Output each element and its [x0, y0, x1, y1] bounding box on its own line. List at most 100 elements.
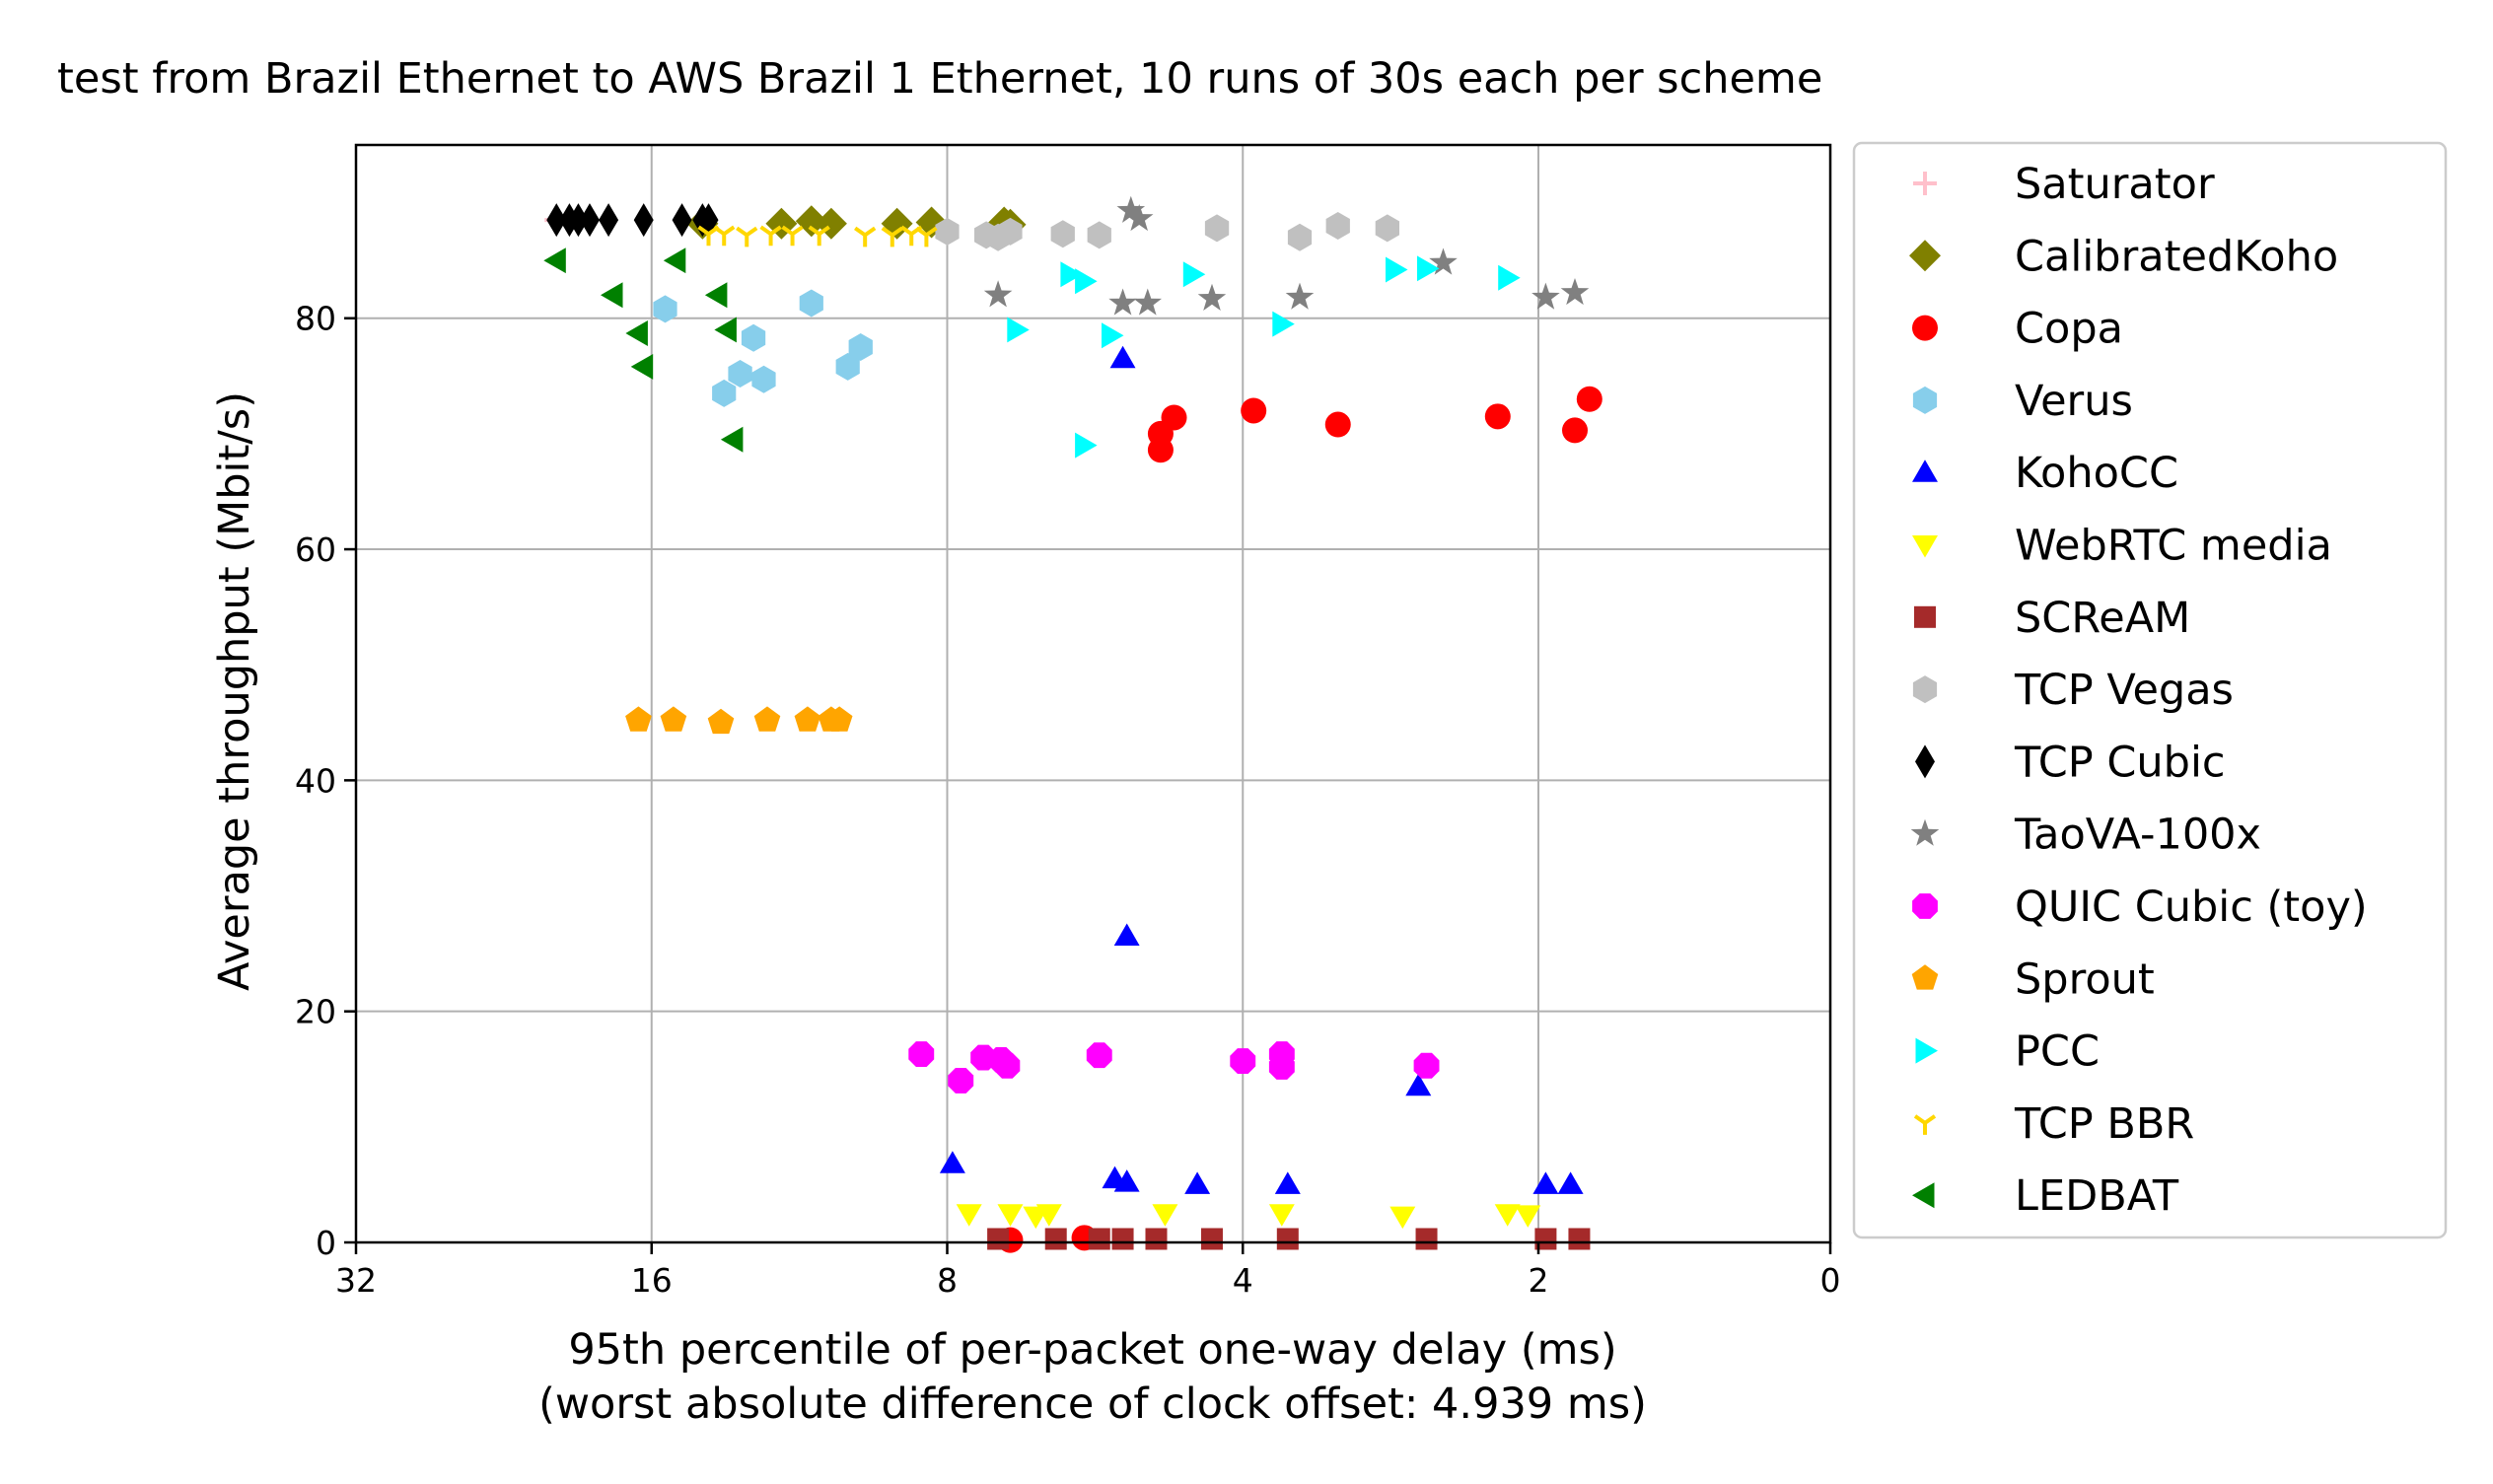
legend-frame [1852, 141, 2448, 1239]
data-point [1075, 432, 1098, 459]
data-point [1050, 220, 1075, 248]
data-point [1429, 247, 1458, 275]
legend-label: TaoVA-100x [2014, 811, 2261, 860]
legend-marker [1910, 818, 1940, 846]
data-point [983, 280, 1013, 308]
data-point [1494, 1204, 1521, 1227]
plot-area-frame [354, 143, 1832, 1244]
data-point [997, 1204, 1024, 1227]
legend-label: Sprout [2015, 954, 2155, 1004]
data-point [1324, 411, 1351, 438]
legend-item: Saturator [1913, 160, 2215, 209]
series-quic-cubic-toy- [908, 1041, 1440, 1094]
data-point [728, 360, 752, 388]
data-point [759, 225, 782, 247]
legend-marker [1914, 605, 1936, 628]
data-point [660, 706, 687, 732]
data-point [599, 203, 619, 238]
data-point [1133, 288, 1162, 316]
data-point [1415, 1228, 1438, 1250]
data-point [1102, 322, 1124, 349]
data-point [1088, 1228, 1110, 1250]
data-point [998, 217, 1023, 246]
data-point [753, 706, 781, 732]
data-point [1145, 1228, 1168, 1250]
data-point [1204, 214, 1230, 243]
legend-label: TCP BBR [2014, 1099, 2194, 1149]
data-point [1276, 1228, 1299, 1250]
legend-item: Sprout [1911, 954, 2155, 1004]
legend-item: WebRTC media [1912, 522, 2332, 571]
legend-marker [1909, 240, 1941, 272]
legend-label: CalibratedKoho [2015, 232, 2338, 281]
data-point [1113, 1169, 1140, 1192]
data-point [1405, 1073, 1432, 1096]
data-point [1060, 261, 1083, 288]
series-copa [997, 386, 1603, 1253]
series-pcc [1007, 255, 1521, 459]
data-point [714, 317, 737, 343]
x-tick-label: 8 [937, 1261, 958, 1300]
legend-label: Verus [2015, 377, 2133, 426]
legend-item: TaoVA-100x [1910, 811, 2261, 860]
data-point [1108, 288, 1137, 316]
data-point [835, 352, 860, 381]
series-verus [653, 289, 873, 407]
data-point [781, 225, 804, 247]
data-point [1241, 397, 1267, 424]
legend-marker [1915, 744, 1935, 779]
legend-marker [1913, 172, 1937, 195]
data-point [1182, 261, 1206, 288]
data-point [1568, 1228, 1591, 1250]
data-point [994, 1052, 1021, 1079]
data-point [543, 247, 566, 274]
legend-marker [1912, 535, 1938, 558]
data-point [1386, 256, 1408, 283]
data-point [1111, 1228, 1134, 1250]
data-point [1375, 214, 1399, 243]
data-point [1197, 283, 1227, 311]
series-sprout [625, 706, 853, 735]
data-point [713, 225, 736, 247]
legend-marker [1911, 964, 1939, 990]
legend-item: LEDBAT [1912, 1171, 2179, 1221]
data-point [1268, 1204, 1295, 1227]
data-point [546, 203, 567, 238]
data-point [1576, 386, 1603, 412]
data-point [1417, 255, 1440, 282]
data-point [1147, 437, 1174, 463]
x-tick-label: 4 [1233, 1261, 1253, 1300]
data-point [939, 1151, 965, 1173]
x-tick-label: 32 [335, 1261, 377, 1300]
data-point [707, 708, 735, 735]
data-point [653, 295, 677, 323]
x-tick-label: 2 [1529, 1261, 1549, 1300]
data-point [1560, 278, 1590, 306]
data-point [1285, 282, 1315, 310]
data-point [1152, 1204, 1178, 1227]
series-tcp-bbr [697, 225, 938, 247]
legend-label: KohoCC [2015, 449, 2178, 498]
data-points [543, 195, 1603, 1253]
legend-label: QUIC Cubic (toy) [2015, 883, 2368, 932]
y-tick-label: 80 [295, 300, 336, 338]
legend-marker [1912, 1182, 1935, 1209]
data-point [1413, 1052, 1440, 1079]
y-tick-label: 20 [295, 993, 336, 1031]
data-point [948, 1068, 974, 1094]
data-point [1534, 1228, 1557, 1250]
series-scream [987, 1228, 1591, 1250]
legend-item: Copa [1912, 305, 2123, 354]
data-point [795, 205, 827, 238]
legend-marker [1912, 459, 1938, 482]
grid [356, 145, 1830, 1242]
series-webrtc-media [956, 1204, 1541, 1230]
legend-label: PCC [2015, 1027, 2100, 1077]
legend-item: PCC [1915, 1027, 2100, 1077]
legend-label: SCReAM [2015, 594, 2190, 643]
data-point [1044, 1228, 1067, 1250]
legend-label: TCP Vegas [2014, 666, 2234, 715]
data-point [741, 323, 766, 352]
data-point [1230, 1048, 1256, 1074]
